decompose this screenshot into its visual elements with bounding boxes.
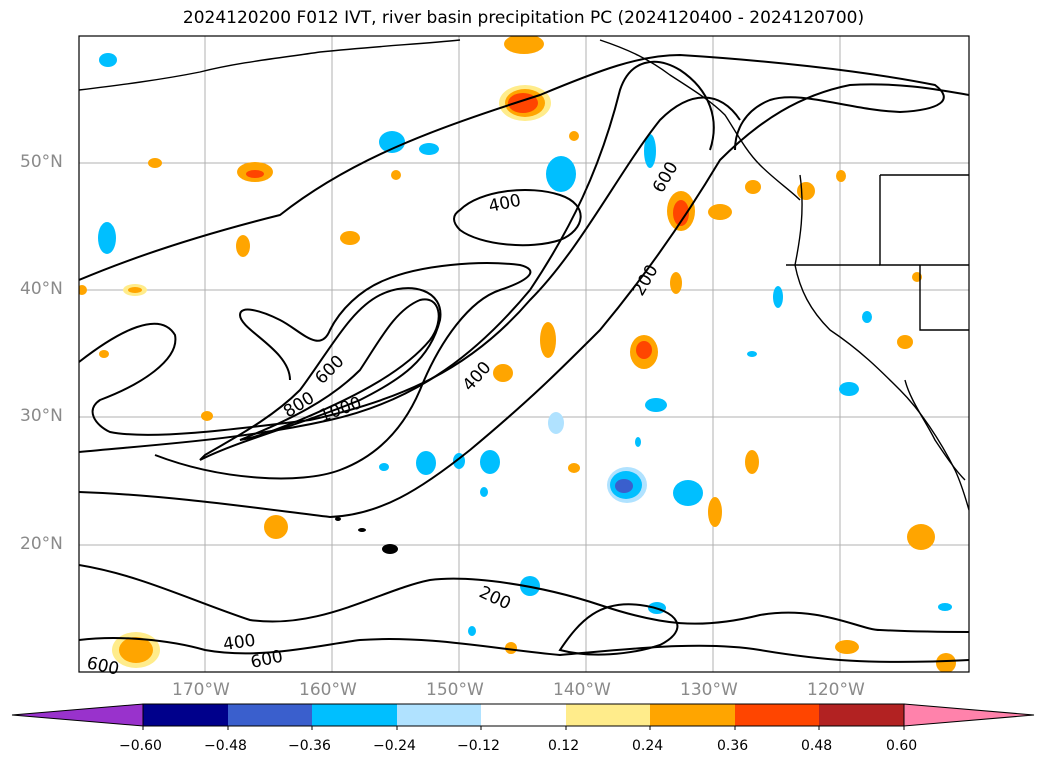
lat-label: 20°N [20,534,63,554]
colorbar-tick: 0.12 [548,738,580,754]
lon-label: 120°W [807,680,865,700]
lat-label: 40°N [20,279,63,299]
lon-label: 150°W [426,680,484,700]
colorbar-tick: 0.24 [632,738,664,754]
map-area [79,36,969,672]
precip-anomaly-fill [79,36,956,672]
lon-label: 130°W [680,680,738,700]
colorbar-tick: −0.48 [204,738,247,754]
chart-title: 2024120200 F012 IVT, river basin precipi… [182,8,865,28]
colorbar-tick: 0.48 [801,738,833,754]
contour-label: 400 [222,631,257,655]
colorbar-tick: −0.12 [457,738,500,754]
colorbar-tick: −0.24 [373,738,416,754]
coastlines [79,39,969,511]
colorbar-tick: 0.60 [886,738,918,754]
colorbar-tick: −0.60 [119,738,162,754]
lat-label: 30°N [20,406,63,426]
colorbar-tick: −0.36 [288,738,331,754]
lon-label: 140°W [553,680,611,700]
map-frame [78,35,970,673]
lon-label: 160°W [299,680,357,700]
colorbar [11,703,1035,730]
ivt-contours [79,53,969,663]
colorbar-tick: 0.36 [717,738,749,754]
lon-label: 170°W [172,680,230,700]
lat-label: 50°N [20,152,63,172]
hawaii-islands [335,517,398,554]
